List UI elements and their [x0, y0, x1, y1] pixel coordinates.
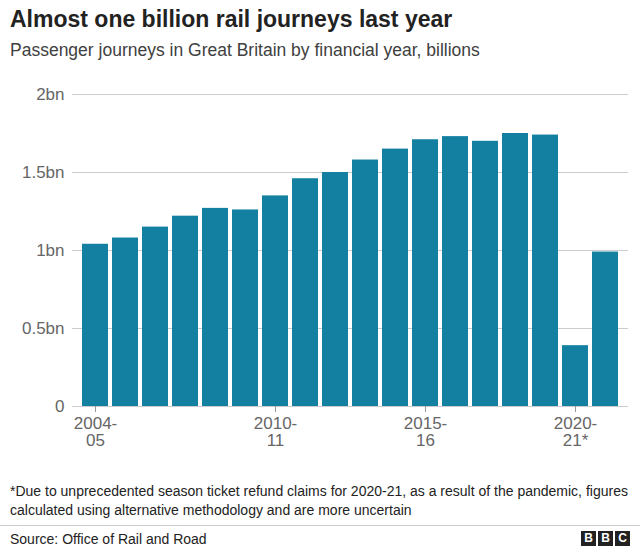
svg-text:2020-21*: 2020-21* [554, 414, 597, 450]
svg-text:2015-16: 2015-16 [404, 414, 447, 450]
html-text:Almost one billion rail journe: Almost one billion rail journeys last ye… [10, 6, 453, 32]
svg-text:1bn: 1bn [36, 241, 64, 260]
svg-text:2bn: 2bn [36, 85, 64, 104]
svg-text:2010-11: 2010-11 [254, 414, 297, 450]
html-text:Passenger journeys in Great Br: Passenger journeys in Great Britain by f… [10, 40, 480, 60]
svg-text:0.5bn: 0.5bn [22, 319, 65, 338]
svg-text:1.5bn: 1.5bn [22, 163, 65, 182]
svg-text:2004-05: 2004-05 [74, 414, 117, 450]
html-text:B: B [584, 531, 593, 545]
html-text:*Due to unprecedented season t: *Due to unprecedented season ticket refu… [10, 483, 628, 518]
svg-text:0: 0 [55, 397, 64, 416]
html-text:Source: Office of Rail and Roa: Source: Office of Rail and Road [10, 531, 207, 547]
html-text:B: B [601, 531, 610, 545]
html-text:C: C [618, 531, 627, 545]
